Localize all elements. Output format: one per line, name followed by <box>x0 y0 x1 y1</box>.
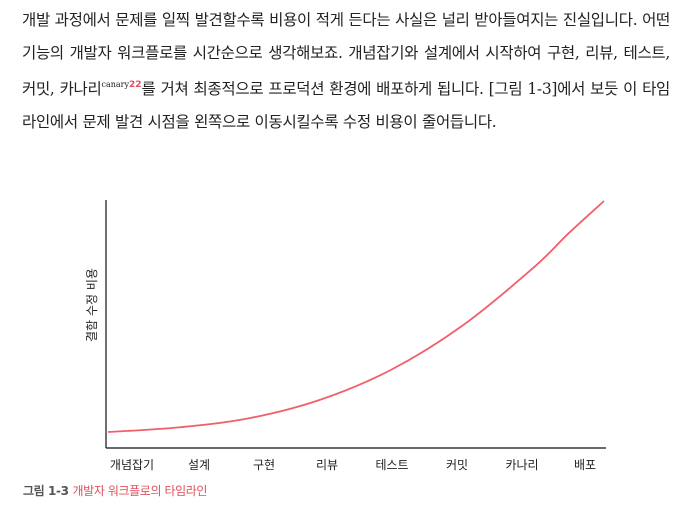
paragraph-text-part1: 개발 과정에서 문제를 일찍 발견할수록 비용이 적게 든다는 사실은 널리 받… <box>22 11 670 99</box>
body-paragraph: 개발 과정에서 문제를 일찍 발견할수록 비용이 적게 든다는 사실은 널리 받… <box>22 4 670 138</box>
figure-number: 그림 1-3 <box>23 484 69 498</box>
x-tick-label: 설계 <box>188 458 210 472</box>
x-tick-label: 카나리 <box>505 458 538 472</box>
x-tick-label: 구현 <box>253 458 275 472</box>
x-tick-label: 테스트 <box>375 458 408 472</box>
paragraph-text-part2: 를 거쳐 최종적으로 프로덕션 환경에 배포하게 됩니다. [그림 1-3]에서… <box>22 80 670 131</box>
y-axis-label: 결함 수정 비용 <box>85 268 99 342</box>
footnote-word: canary <box>101 80 129 90</box>
x-tick-label: 배포 <box>574 458 596 472</box>
defect-cost-chart: 결함 수정 비용 개념잡기 설계 구현 리뷰 테스트 커밋 카나리 배포 <box>85 200 606 472</box>
figure-caption: 그림 1-3 개발자 워크플로의 타임라인 <box>23 482 207 499</box>
x-tick-label: 리뷰 <box>316 458 338 472</box>
x-tick-labels: 개념잡기 설계 구현 리뷰 테스트 커밋 카나리 배포 <box>110 458 596 472</box>
footnote-number[interactable]: 22 <box>129 80 142 91</box>
figure-title: 개발자 워크플로의 타임라인 <box>72 484 208 498</box>
defect-cost-line <box>107 200 605 433</box>
x-tick-label: 개념잡기 <box>110 458 154 472</box>
footnote-marker: canary22 <box>101 80 142 91</box>
x-tick-label: 커밋 <box>446 458 468 472</box>
